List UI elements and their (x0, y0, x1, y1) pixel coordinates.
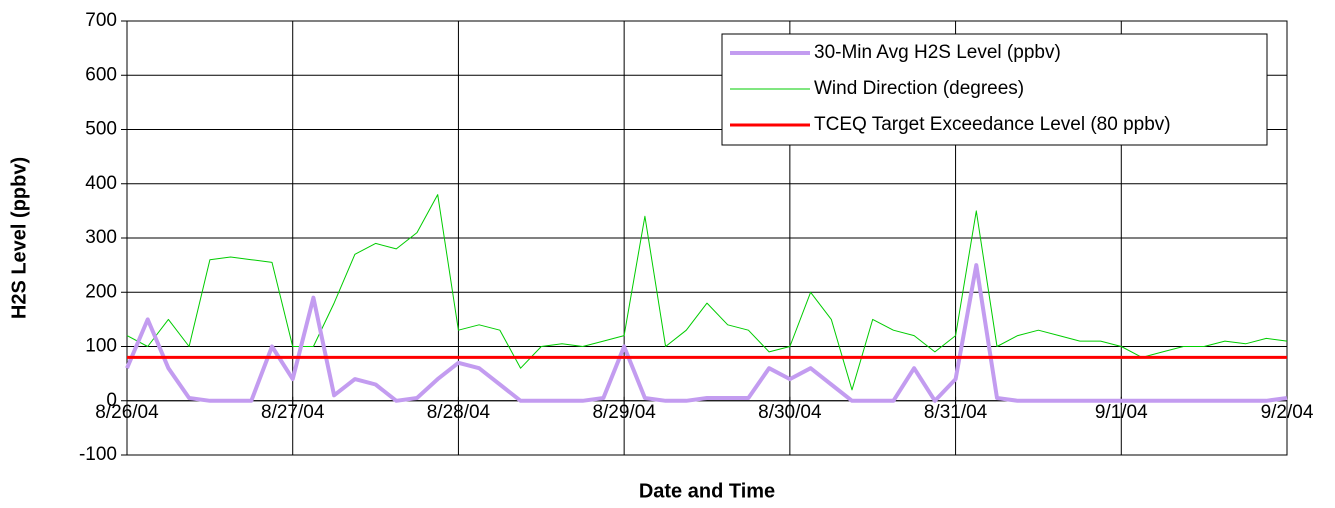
y-tick-label: 700 (85, 10, 117, 31)
x-tick-label: 9/2/04 (1261, 402, 1314, 423)
y-tick-label: 300 (85, 227, 117, 248)
x-tick-label: 8/28/04 (427, 402, 491, 423)
legend-label: Wind Direction (degrees) (814, 78, 1024, 99)
x-axis-title: Date and Time (639, 480, 775, 502)
y-tick-label: 600 (85, 64, 117, 85)
x-tick-label: 8/27/04 (261, 402, 325, 423)
series-line (125, 263, 1288, 403)
x-tick-label: 8/30/04 (758, 402, 822, 423)
y-tick-label: 0 (106, 390, 117, 411)
y-axis-title: H2S Level (ppbv) (8, 157, 30, 319)
y-tick-label: 100 (85, 336, 117, 357)
x-tick-label: 9/1/04 (1095, 402, 1148, 423)
legend-label: 30-Min Avg H2S Level (ppbv) (814, 42, 1061, 63)
legend: 30-Min Avg H2S Level (ppbv) Wind Directio… (721, 33, 1268, 146)
y-tick-label: 500 (85, 119, 117, 140)
legend-box (721, 33, 1268, 146)
y-tick-label: 400 (85, 173, 117, 194)
x-tick-label: 8/26/04 (95, 402, 159, 423)
x-tick-label: 8/29/04 (592, 402, 656, 423)
legend-label: TCEQ Target Exceedance Level (80 ppbv) (814, 114, 1171, 135)
x-tick-label: 8/31/04 (924, 402, 988, 423)
y-tick-label: -100 (79, 444, 117, 465)
y-tick-label: 200 (85, 281, 117, 302)
